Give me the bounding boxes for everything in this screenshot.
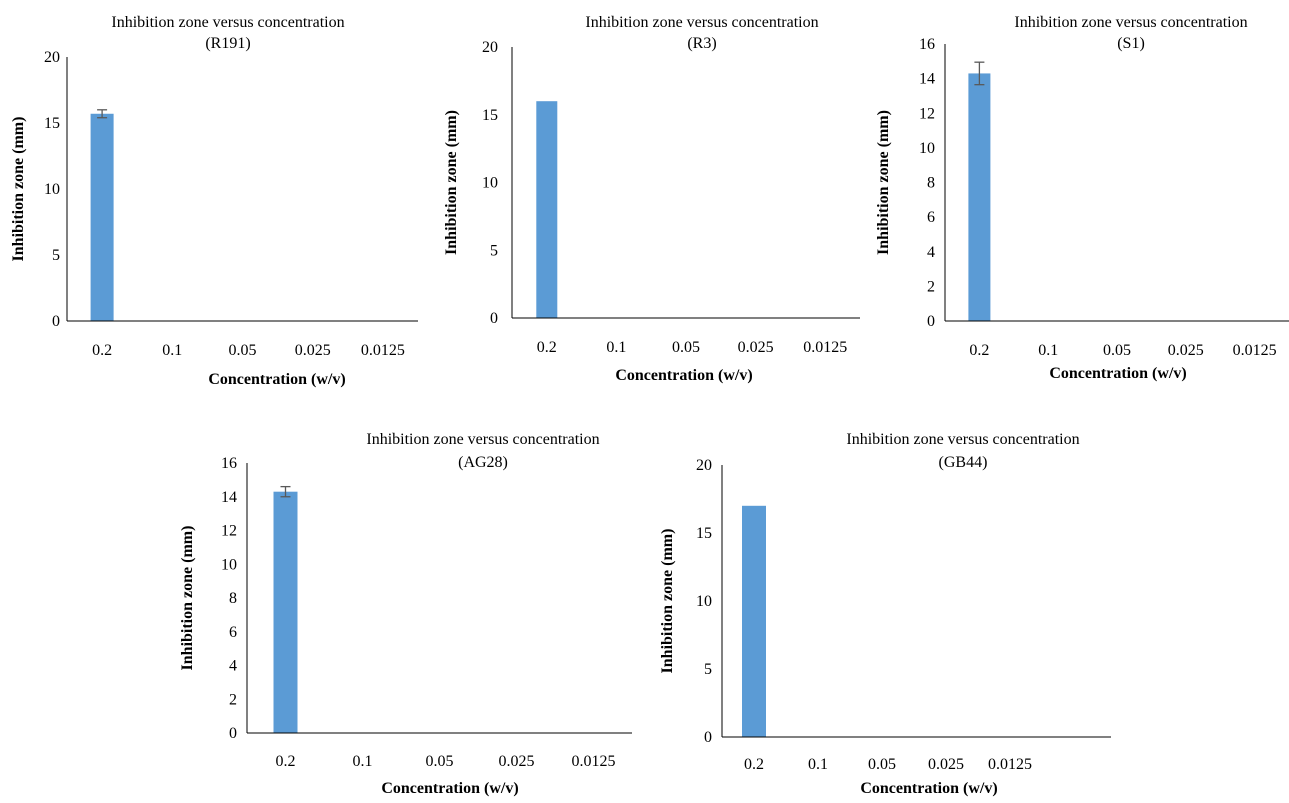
- chart-title-gb44: Inhibition zone versus concentration: [846, 431, 1079, 448]
- chart-title-r3: Inhibition zone versus concentration: [585, 14, 818, 31]
- x-tick-label-gb44-0.2: 0.2: [744, 756, 764, 773]
- x-tick-label-gb44-0.1: 0.1: [808, 756, 828, 773]
- y-tick-label-ag28-10: 10: [221, 556, 237, 573]
- x-tick-label-r191-0.2: 0.2: [92, 342, 112, 359]
- y-tick-label-s1-4: 4: [927, 244, 935, 261]
- chart-title-r191: Inhibition zone versus concentration: [111, 14, 344, 31]
- x-tick-label-r191-0.0125: 0.0125: [361, 342, 405, 359]
- x-tick-label-gb44-0.0125: 0.0125: [988, 756, 1032, 773]
- y-tick-label-r3-0: 0: [490, 310, 498, 327]
- y-tick-label-s1-10: 10: [919, 140, 935, 157]
- y-tick-label-s1-0: 0: [927, 313, 935, 330]
- y-tick-label-r3-15: 15: [482, 107, 498, 124]
- x-tick-label-ag28-0.0125: 0.0125: [572, 753, 616, 770]
- x-tick-label-r191-0.1: 0.1: [162, 342, 182, 359]
- y-tick-label-s1-16: 16: [919, 36, 935, 53]
- x-axis-label-r3: Concentration (w/v): [615, 367, 752, 384]
- y-tick-label-ag28-0: 0: [229, 725, 237, 742]
- bar-s1-0.2: [968, 73, 991, 322]
- x-tick-label-gb44-0.025: 0.025: [928, 756, 964, 773]
- x-tick-label-r3-0.1: 0.1: [606, 339, 626, 356]
- y-tick-label-s1-6: 6: [927, 209, 935, 226]
- x-tick-label-s1-0.0125: 0.0125: [1233, 342, 1277, 359]
- y-tick-label-s1-14: 14: [919, 71, 935, 88]
- chart-subtitle-ag28: (AG28): [458, 454, 508, 471]
- y-axis-label-gb44: Inhibition zone (mm): [659, 529, 676, 674]
- x-tick-label-ag28-0.05: 0.05: [426, 753, 454, 770]
- x-tick-label-ag28-0.2: 0.2: [276, 753, 296, 770]
- x-tick-label-s1-0.2: 0.2: [969, 342, 989, 359]
- x-tick-label-r3-0.025: 0.025: [738, 339, 774, 356]
- x-tick-label-ag28-0.1: 0.1: [353, 753, 373, 770]
- chart-title-ag28: Inhibition zone versus concentration: [366, 431, 599, 448]
- chart-subtitle-r191: (R191): [205, 35, 250, 52]
- y-tick-label-s1-2: 2: [927, 278, 935, 295]
- y-tick-label-r191-20: 20: [44, 49, 60, 66]
- x-tick-label-r191-0.025: 0.025: [295, 342, 331, 359]
- x-axis-label-ag28: Concentration (w/v): [381, 780, 518, 797]
- y-tick-label-s1-12: 12: [919, 105, 935, 122]
- y-tick-label-ag28-4: 4: [229, 658, 237, 675]
- y-tick-label-ag28-14: 14: [221, 489, 237, 506]
- y-tick-label-gb44-0: 0: [704, 729, 712, 746]
- x-tick-label-s1-0.025: 0.025: [1168, 342, 1204, 359]
- y-tick-label-r3-10: 10: [482, 175, 498, 192]
- chart-subtitle-s1: (S1): [1117, 35, 1145, 52]
- x-axis-label-r191: Concentration (w/v): [208, 371, 345, 388]
- x-tick-label-gb44-0.05: 0.05: [868, 756, 896, 773]
- y-tick-label-ag28-2: 2: [229, 691, 237, 708]
- y-tick-label-r3-20: 20: [482, 39, 498, 56]
- x-tick-label-s1-0.05: 0.05: [1103, 342, 1131, 359]
- y-tick-label-ag28-8: 8: [229, 590, 237, 607]
- chart-title-s1: Inhibition zone versus concentration: [1014, 14, 1247, 31]
- chart-subtitle-gb44: (GB44): [939, 454, 988, 471]
- bar-r3-0.2: [536, 101, 558, 318]
- x-tick-label-r3-0.05: 0.05: [672, 339, 700, 356]
- x-tick-label-r3-0.2: 0.2: [537, 339, 557, 356]
- y-tick-label-gb44-20: 20: [696, 457, 712, 474]
- x-axis-label-s1: Concentration (w/v): [1049, 365, 1186, 382]
- y-tick-label-ag28-16: 16: [221, 455, 237, 472]
- bar-gb44-0.2: [742, 505, 766, 737]
- x-tick-label-ag28-0.025: 0.025: [499, 753, 535, 770]
- x-tick-label-r3-0.0125: 0.0125: [803, 339, 847, 356]
- y-axis-label-r191: Inhibition zone (mm): [10, 117, 27, 262]
- y-tick-label-gb44-15: 15: [696, 525, 712, 542]
- y-tick-label-ag28-12: 12: [221, 523, 237, 540]
- y-tick-label-gb44-5: 5: [704, 661, 712, 678]
- y-tick-label-r191-5: 5: [52, 247, 60, 264]
- y-tick-label-r3-5: 5: [490, 242, 498, 259]
- x-tick-label-r191-0.05: 0.05: [229, 342, 257, 359]
- y-tick-label-ag28-6: 6: [229, 624, 237, 641]
- bar-r191-0.2: [90, 113, 114, 321]
- y-axis-label-ag28: Inhibition zone (mm): [179, 526, 196, 671]
- y-tick-label-s1-8: 8: [927, 175, 935, 192]
- x-tick-label-s1-0.1: 0.1: [1038, 342, 1058, 359]
- y-axis-label-r3: Inhibition zone (mm): [443, 110, 460, 255]
- y-tick-label-r191-0: 0: [52, 313, 60, 330]
- y-tick-label-gb44-10: 10: [696, 593, 712, 610]
- y-axis-label-s1: Inhibition zone (mm): [875, 110, 892, 255]
- y-tick-label-r191-10: 10: [44, 181, 60, 198]
- bar-ag28-0.2: [273, 491, 298, 733]
- chart-subtitle-r3: (R3): [687, 35, 716, 52]
- x-axis-label-gb44: Concentration (w/v): [860, 780, 997, 797]
- y-tick-label-r191-15: 15: [44, 115, 60, 132]
